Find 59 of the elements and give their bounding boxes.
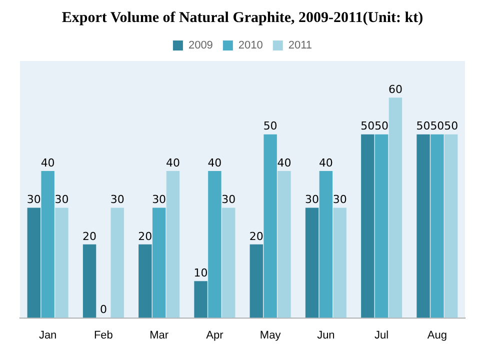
bar	[166, 171, 180, 318]
data-label: 30	[332, 193, 347, 206]
bar	[41, 171, 54, 318]
bar	[333, 208, 346, 318]
data-label: 30	[152, 193, 166, 206]
legend-label: 2010	[238, 40, 263, 52]
data-label: 0	[100, 303, 107, 316]
bar	[264, 134, 277, 318]
data-label: 50	[416, 120, 430, 133]
bar	[319, 171, 333, 318]
bar	[194, 281, 208, 318]
x-tick-label: Jun	[317, 329, 335, 342]
data-label: 30	[222, 193, 236, 206]
data-label: 60	[388, 83, 402, 96]
data-label: 50	[444, 120, 458, 133]
bar	[305, 208, 319, 318]
bar	[208, 171, 222, 318]
data-label: 40	[208, 156, 222, 170]
x-tick-label: Mar	[150, 329, 169, 342]
data-label: 50	[360, 120, 375, 133]
data-label: 40	[40, 156, 55, 170]
bar	[250, 244, 264, 318]
data-label: 50	[430, 120, 444, 133]
bar	[152, 208, 166, 318]
x-tick-label: Jul	[374, 329, 389, 342]
data-label: 50	[263, 120, 278, 133]
bar	[27, 208, 41, 318]
data-label: 10	[194, 266, 208, 280]
bar	[55, 208, 68, 318]
data-label: 20	[82, 230, 97, 243]
chart-title: Export Volume of Natural Graphite, 2009-2011(Unit: kt)	[60, 10, 424, 28]
legend-label: 2011	[288, 40, 312, 52]
legend-label: 2009	[188, 40, 213, 52]
data-label: 30	[110, 193, 124, 206]
data-label: 20	[249, 230, 264, 243]
data-label: 50	[374, 120, 389, 133]
data-label: 40	[277, 156, 292, 170]
x-tick-label: Feb	[94, 329, 113, 342]
bar	[388, 98, 402, 318]
bar	[138, 244, 152, 318]
data-label: 30	[305, 193, 320, 206]
bar	[110, 208, 124, 318]
bar	[416, 134, 430, 318]
x-tick-label: Aug	[427, 329, 447, 342]
bar	[430, 134, 444, 318]
bar	[444, 134, 458, 318]
x-tick-label: May	[260, 329, 282, 342]
data-label: 40	[318, 156, 333, 170]
bar	[374, 134, 388, 318]
bar	[361, 134, 374, 318]
data-label: 30	[54, 193, 69, 206]
bar	[82, 244, 96, 318]
x-tick-label: Apr	[206, 329, 224, 342]
data-label: 40	[166, 156, 180, 170]
x-tick-label: Jan	[38, 329, 57, 342]
bar	[222, 208, 236, 318]
bar	[278, 171, 291, 318]
data-label: 20	[138, 230, 152, 243]
data-label: 30	[26, 193, 41, 206]
